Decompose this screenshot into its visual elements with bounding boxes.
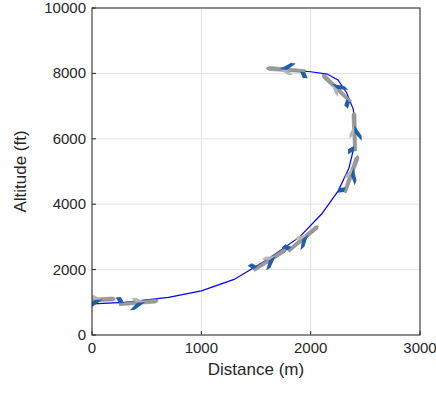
airplane-wing bbox=[279, 62, 295, 70]
x-axis-label: Distance (m) bbox=[208, 360, 304, 379]
data-group bbox=[92, 61, 365, 311]
plot-frame bbox=[92, 8, 420, 335]
tick-label: 0 bbox=[88, 339, 96, 356]
tick-label: 3000 bbox=[403, 339, 436, 356]
tick bbox=[201, 331, 202, 335]
airplane-tail bbox=[348, 146, 354, 154]
airplane bbox=[282, 221, 323, 259]
airplane-wing bbox=[354, 125, 361, 141]
airplane-tail bbox=[116, 297, 124, 304]
airplane-tail bbox=[300, 72, 308, 79]
grid-line bbox=[201, 8, 202, 335]
tick-label: 2000 bbox=[294, 339, 327, 356]
airplane bbox=[337, 153, 364, 197]
airplane-wing bbox=[129, 302, 146, 310]
airplane bbox=[92, 292, 116, 308]
tick-label: 2000 bbox=[53, 261, 86, 278]
airplane-tail bbox=[337, 185, 345, 195]
tick bbox=[92, 138, 96, 139]
airplane-wing bbox=[92, 294, 103, 300]
airplane-wing bbox=[262, 256, 279, 271]
airplane-tail bbox=[342, 99, 352, 109]
tick-label: 6000 bbox=[53, 130, 86, 147]
airplane-wing bbox=[348, 168, 360, 185]
tick-label: 1000 bbox=[185, 339, 218, 356]
grid-line bbox=[92, 138, 420, 139]
chart: 0 1000 2000 3000 0 2000 4000 6000 8000 10000 Dista… bbox=[0, 0, 436, 397]
tick bbox=[92, 269, 96, 270]
airplane-body bbox=[343, 155, 360, 193]
airplane-tail bbox=[282, 242, 292, 252]
y-axis-label: Altitude (ft) bbox=[11, 130, 30, 212]
airplane-wing bbox=[279, 69, 293, 75]
grid-line bbox=[310, 8, 311, 335]
airplane bbox=[266, 61, 309, 78]
airplane bbox=[347, 112, 362, 154]
tick bbox=[310, 331, 311, 335]
grid-line bbox=[92, 73, 420, 74]
airplane-wing bbox=[296, 234, 313, 250]
tick bbox=[92, 204, 96, 205]
airplane-wing bbox=[332, 79, 348, 95]
airplane-body bbox=[253, 247, 288, 272]
airplane-tail bbox=[248, 262, 258, 271]
tick-label: 10000 bbox=[44, 0, 86, 16]
airplane bbox=[318, 70, 358, 109]
tick-label: 8000 bbox=[53, 64, 86, 81]
airplane-body bbox=[321, 73, 352, 103]
airplane-wing bbox=[349, 125, 354, 139]
airplane-body bbox=[287, 224, 319, 252]
tick bbox=[92, 73, 96, 74]
grid-line bbox=[92, 204, 420, 205]
airplane bbox=[116, 294, 159, 312]
trajectory-line bbox=[92, 70, 355, 304]
tick-label: 4000 bbox=[53, 195, 86, 212]
tick-label: 0 bbox=[78, 326, 86, 343]
plot-area bbox=[92, 8, 420, 335]
airplane-wing bbox=[92, 299, 103, 307]
